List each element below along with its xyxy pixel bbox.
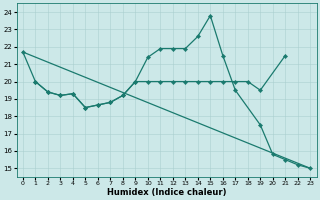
X-axis label: Humidex (Indice chaleur): Humidex (Indice chaleur) xyxy=(107,188,226,197)
